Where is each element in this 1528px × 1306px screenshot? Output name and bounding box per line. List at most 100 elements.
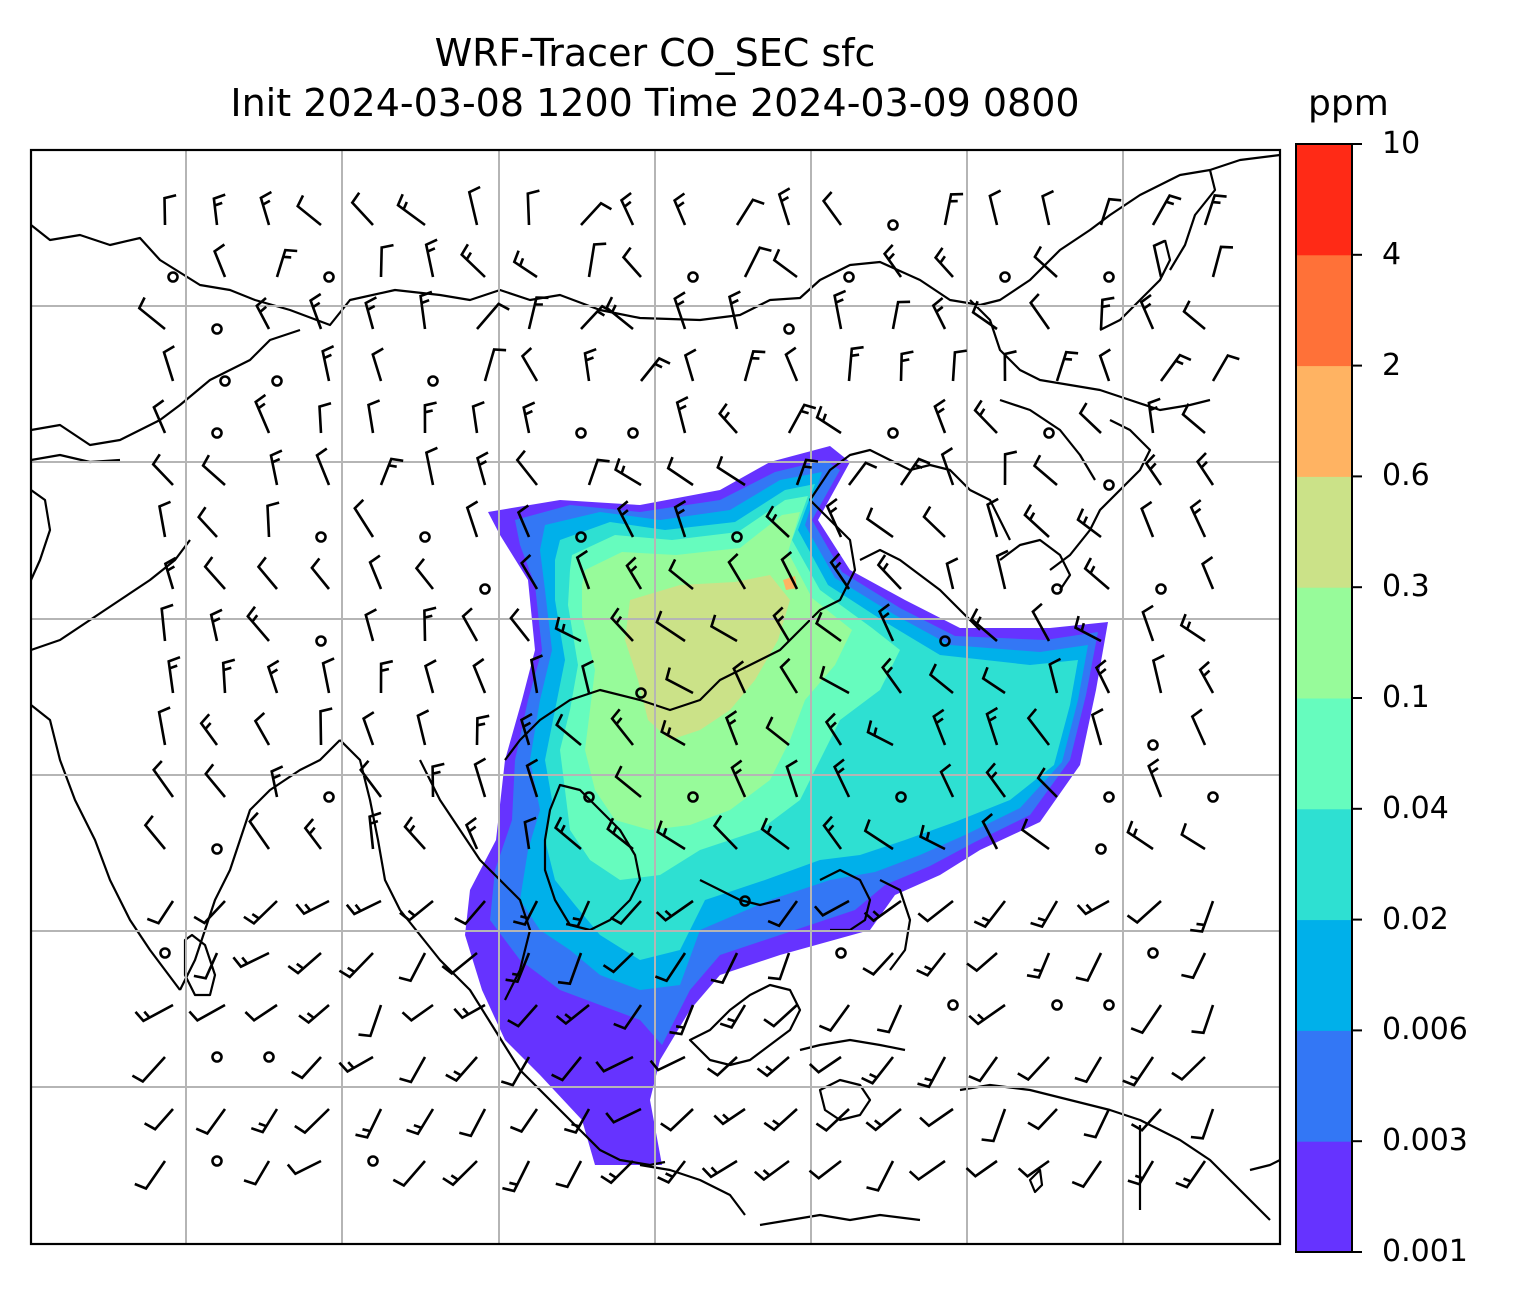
colorbar-tick-label: 0.3	[1382, 569, 1430, 605]
wind-barb	[649, 1055, 686, 1072]
wind-barb	[505, 952, 531, 984]
lat-lon-grid	[31, 150, 1280, 1244]
wind-barb	[157, 706, 171, 746]
wind-barb	[808, 1159, 842, 1180]
wind-barb	[1048, 657, 1062, 694]
wind-barb	[1075, 952, 1103, 983]
wind-barb	[512, 250, 538, 279]
wind-barb	[981, 1108, 1007, 1143]
wind-barb	[784, 346, 799, 382]
wind-barb	[259, 190, 273, 226]
wind-barb	[1076, 508, 1102, 539]
wind-barb	[735, 198, 765, 226]
colorbar-tick-label: 0.04	[1382, 790, 1449, 826]
wind-barb	[1031, 602, 1051, 642]
wind-barb	[318, 402, 332, 434]
wind-barb	[787, 403, 817, 434]
wind-barb	[1190, 900, 1215, 933]
wind-barb	[968, 1056, 999, 1083]
colorbar-segment	[1296, 919, 1352, 1031]
wind-barb	[587, 242, 607, 278]
wind-barb	[1036, 767, 1058, 798]
wind-barb	[201, 454, 226, 486]
wind-barb	[502, 1160, 531, 1193]
wind-barb	[932, 708, 947, 746]
wind-barb	[213, 243, 227, 278]
wind-barb	[146, 900, 175, 925]
wind-barb	[1073, 615, 1102, 643]
wind-barb	[767, 952, 791, 981]
calm-wind-marker	[1051, 583, 1063, 595]
calm-wind-marker	[323, 271, 335, 283]
wind-barb	[243, 900, 278, 926]
wind-barb	[1190, 708, 1207, 746]
wind-barb	[609, 900, 642, 926]
wind-barb	[1190, 1108, 1215, 1140]
wind-barb	[654, 952, 687, 983]
wind-barb	[131, 1056, 166, 1084]
wind-barb	[861, 1056, 895, 1085]
tracer-field	[465, 446, 1108, 1165]
wind-barb	[1141, 604, 1155, 642]
calm-wind-marker	[367, 1155, 379, 1167]
wind-barb	[310, 557, 331, 590]
wind-barb	[814, 611, 842, 643]
wind-barb	[399, 899, 434, 922]
wind-barb	[981, 813, 999, 850]
wind-barb	[1026, 708, 1051, 746]
wind-barb	[338, 1055, 374, 1074]
colorbar-tick-label: 0.02	[1382, 901, 1449, 937]
wind-barb	[986, 497, 999, 538]
wind-barb	[520, 347, 539, 382]
wind-barb	[575, 549, 591, 590]
wind-barb	[985, 762, 1007, 798]
wind-barb	[519, 712, 533, 746]
wind-barb	[865, 1107, 902, 1132]
calm-wind-marker	[1147, 739, 1159, 751]
wind-barb	[321, 345, 335, 382]
wind-barb	[988, 189, 1002, 226]
wind-barb	[250, 1108, 279, 1134]
wind-barb	[350, 191, 374, 226]
wind-barb	[673, 291, 687, 330]
wind-barb	[1026, 952, 1051, 979]
wind-barb	[1083, 1108, 1111, 1139]
wind-barb	[453, 1003, 486, 1020]
wind-barb	[1030, 900, 1059, 929]
wind-barb	[1181, 952, 1207, 980]
calm-wind-marker	[159, 947, 171, 959]
wind-barb	[743, 350, 766, 382]
calm-wind-marker	[783, 323, 795, 335]
wind-barb	[931, 296, 947, 330]
colorbar-tick-label: 0.6	[1382, 458, 1430, 494]
calm-wind-marker	[211, 427, 223, 439]
wind-barb	[143, 1108, 174, 1131]
wind-barb	[1071, 1160, 1103, 1189]
wind-barb	[1140, 500, 1155, 538]
calm-wind-marker	[627, 427, 639, 439]
colorbar-tick-label: 2	[1382, 347, 1402, 383]
calm-wind-marker	[419, 531, 431, 543]
wind-barb	[160, 603, 174, 642]
wind-barb	[358, 1004, 383, 1038]
wind-barb	[423, 606, 437, 642]
wind-barb	[520, 553, 539, 590]
wind-barb	[785, 759, 799, 798]
wind-barb	[1159, 353, 1192, 382]
wind-barb	[423, 401, 437, 434]
wind-barb	[445, 1056, 478, 1083]
calm-wind-marker	[939, 635, 951, 647]
wind-barb	[151, 453, 174, 486]
wind-barb	[780, 550, 799, 590]
wind-barb	[919, 824, 946, 851]
calm-wind-marker	[211, 1051, 223, 1063]
wind-barb	[1189, 499, 1207, 538]
wind-barb	[706, 1056, 738, 1077]
wind-barb	[1211, 353, 1240, 382]
wind-barb	[683, 348, 697, 382]
wind-barb	[193, 900, 226, 925]
calm-wind-marker	[731, 531, 743, 543]
wind-barb	[522, 401, 536, 434]
wind-barb	[985, 706, 999, 746]
